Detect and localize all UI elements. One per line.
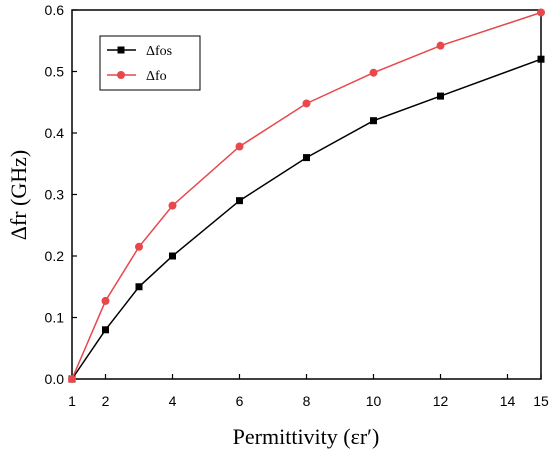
- x-tick-label: 12: [433, 393, 449, 409]
- series-1-point: [436, 41, 445, 50]
- series-0-point: [537, 55, 545, 63]
- series-1-point: [168, 201, 177, 210]
- x-tick-label: 10: [366, 393, 382, 409]
- x-axis-title: Permittivity (εr′): [233, 424, 380, 449]
- x-tick-label: 15: [533, 393, 549, 409]
- y-tick-label: 0.5: [45, 64, 65, 80]
- series-layer: [68, 8, 545, 383]
- series-1-point: [302, 99, 311, 108]
- x-tick-label: 4: [169, 393, 177, 409]
- series-0-point: [303, 154, 310, 162]
- series-0-point: [135, 283, 143, 291]
- x-tick-label: 1: [68, 393, 76, 409]
- y-tick-label: 0.6: [45, 2, 65, 18]
- y-axis-title: Δfr (GHz): [6, 150, 31, 241]
- legend-marker-1: [117, 71, 125, 79]
- x-tick-label: 2: [102, 393, 110, 409]
- series-0-point: [370, 117, 377, 125]
- legend: Δfos Δfo: [99, 35, 201, 91]
- series-0-point: [236, 197, 243, 205]
- series-1-point: [369, 68, 378, 77]
- y-tick-label: 0.2: [45, 248, 65, 264]
- y-axis: 0.0 0.1 0.2 0.3 0.4 0.5 0.6: [45, 2, 77, 387]
- series-1-point: [537, 8, 545, 17]
- x-tick-label: 6: [236, 393, 244, 409]
- y-tick-label: 0.0: [45, 371, 65, 387]
- x-axis: 1 2 4 6 8 10 12 14 15: [68, 374, 549, 409]
- legend-label-0: Δfos: [146, 44, 172, 59]
- series-0-point: [102, 326, 109, 334]
- series-1-point: [68, 375, 76, 383]
- legend-box: [99, 35, 201, 91]
- legend-marker-0: [117, 46, 125, 54]
- series-0-point: [437, 92, 444, 100]
- y-tick-label: 0.1: [45, 310, 65, 326]
- legend-label-1: Δfo: [146, 69, 167, 84]
- y-tick-label: 0.4: [45, 125, 65, 141]
- series-1-point: [235, 142, 244, 151]
- x-tick-label: 8: [303, 393, 311, 409]
- x-tick-label: 14: [500, 393, 516, 409]
- y-tick-label: 0.3: [45, 187, 65, 203]
- series-1-point: [135, 242, 143, 251]
- series-0-point: [169, 252, 176, 260]
- series-1-point: [101, 296, 110, 305]
